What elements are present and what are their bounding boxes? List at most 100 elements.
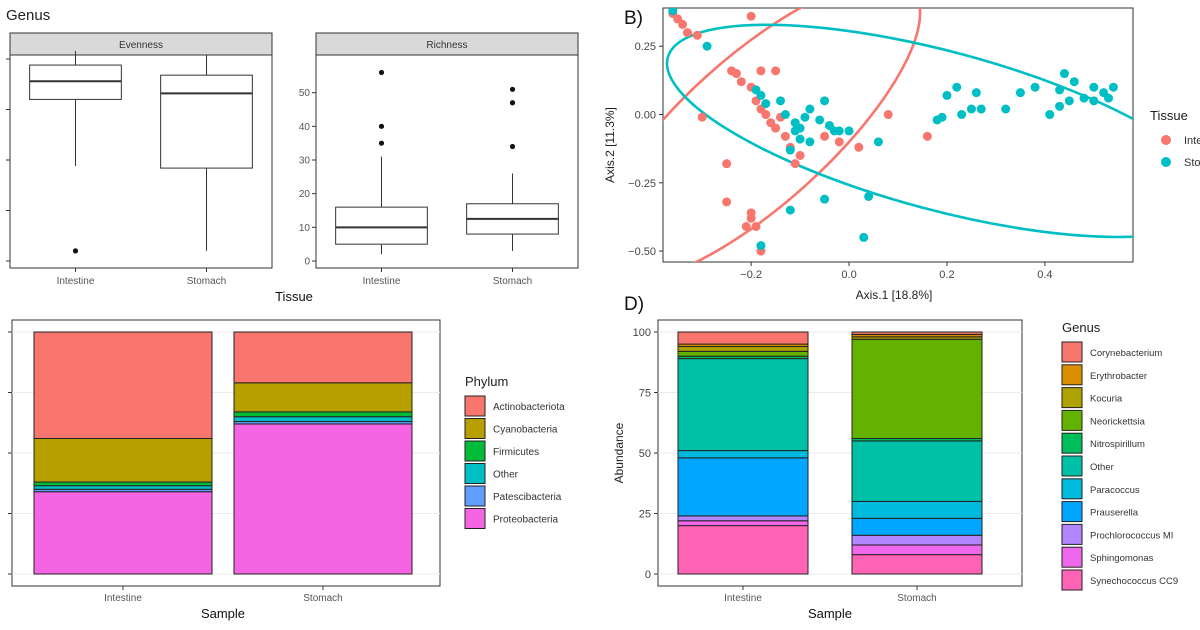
legend-title-tissue: Tissue <box>1150 108 1188 123</box>
bar-segment-actinobacteriota <box>33 331 213 439</box>
scatter-point-stomach <box>776 96 785 106</box>
chart-layer: Evenness Intestine Stomach Richness 0 10 20 30 4… <box>6 7 1200 621</box>
y-tick-label: 10 <box>299 223 311 234</box>
legend-key-actinobacteriota <box>464 395 486 417</box>
scatter-point-stomach <box>668 8 678 16</box>
legend-key-kocuria <box>1061 387 1083 409</box>
legend-label-intestine: Inte <box>1184 135 1200 147</box>
facet-title-richness: Richness <box>426 40 467 51</box>
box-outlier <box>509 143 516 150</box>
scatter-point-intestine <box>795 150 805 160</box>
scatter-point-stomach <box>780 110 790 120</box>
x-axis-title-boxplots: Tissue <box>275 289 313 304</box>
bar-segment-corynebacterium <box>851 331 983 335</box>
scatter-point-intestine <box>731 69 741 79</box>
legend-label-prauserella: Prauserella <box>1090 508 1139 519</box>
x-tick-label: Stomach <box>187 276 226 287</box>
scatter-point-stomach <box>942 90 952 100</box>
scatter-point-stomach <box>976 104 986 114</box>
scatter-point-stomach <box>971 88 981 98</box>
scatter-point-stomach <box>1064 96 1074 106</box>
scatter-point-stomach <box>785 205 795 215</box>
y-tick-label: 50 <box>299 88 311 99</box>
x-axis-title-genus: Sample <box>808 606 852 621</box>
scatter-point-intestine <box>780 131 790 141</box>
bar-segment-paracoccus <box>851 500 983 519</box>
y-tick-label: −0.50 <box>628 246 656 258</box>
scatter-point-stomach <box>1104 93 1114 103</box>
legend-key-other <box>464 463 486 484</box>
legend-label-synechococcus-cc9: Synechococcus CC9 <box>1090 576 1178 587</box>
legend-key-paracoccus <box>1061 478 1083 500</box>
bar-segment-other <box>677 358 809 452</box>
panel-letter-d: D) <box>624 294 644 315</box>
scatter-point-intestine <box>883 110 893 120</box>
bar-segment-cyanobacteria <box>233 382 413 413</box>
scatter-point-stomach <box>1089 96 1099 106</box>
scatter-point-stomach <box>952 82 962 92</box>
box-outlier <box>378 69 385 76</box>
confidence-ellipse-stomach <box>665 23 1133 239</box>
scatter-point-stomach <box>859 232 869 242</box>
legend-label-stomach: Sto <box>1184 157 1200 169</box>
y-tick-label: 25 <box>639 509 651 521</box>
bar-segment-synechococcus-cc9 <box>677 525 809 575</box>
scatter-point-stomach <box>800 112 810 122</box>
legend-key-corynebacterium <box>1061 341 1083 363</box>
y-tick-label: 0 <box>645 569 651 581</box>
legend-key-prochlorococcus-mi <box>1061 523 1083 545</box>
legend-key-sphingomonas <box>1061 546 1083 568</box>
legend-label-other: Other <box>1090 462 1114 473</box>
x-tick-label: Intestine <box>363 276 401 287</box>
scatter-point-stomach <box>820 96 830 106</box>
x-axis-title-phylum: Sample <box>201 606 245 621</box>
scatter-point-stomach <box>844 126 854 136</box>
bar-segment-proteobacteria <box>33 491 213 575</box>
bar-segment-proteobacteria <box>233 423 413 575</box>
x-tick-label: Stomach <box>897 593 936 604</box>
x-tick-label: Intestine <box>57 276 95 287</box>
bar-segment-other <box>851 440 983 502</box>
scatter-point-stomach <box>957 110 967 120</box>
scatter-point-stomach <box>1055 85 1065 95</box>
legend-label-paracoccus: Paracoccus <box>1090 485 1140 496</box>
bar-segment-synechococcus-cc9 <box>851 554 983 575</box>
scatter-point-stomach <box>864 191 874 201</box>
x-tick-label: 0.2 <box>939 269 954 281</box>
scatter-point-stomach <box>1015 88 1025 98</box>
scatter-point-intestine <box>697 112 707 122</box>
y-axis-title-genus: Abundance <box>612 422 626 483</box>
legend-label-kocuria: Kocuria <box>1090 394 1123 405</box>
legend-key-neorickettsia <box>1061 409 1083 431</box>
scatter-point-stomach <box>805 137 815 147</box>
y-tick-label: 0 <box>304 257 310 268</box>
y-tick-label: 0.25 <box>635 41 656 53</box>
scatter-point-stomach <box>756 241 766 251</box>
scatter-point-stomach <box>834 126 844 136</box>
scatter-point-stomach <box>873 137 883 147</box>
x-tick-label: Intestine <box>104 593 142 604</box>
legend-label-firmicutes: Firmicutes <box>493 447 539 458</box>
y-tick-label: 100 <box>633 327 651 339</box>
box-outlier <box>378 140 385 146</box>
legend-label-erythrobacter: Erythrobacter <box>1090 371 1147 382</box>
legend-key-intestine <box>1161 135 1171 145</box>
scatter-point-intestine <box>922 131 932 141</box>
scatter-point-stomach <box>805 104 815 114</box>
bar-segment-kocuria <box>677 346 809 352</box>
legend-title-genus: Genus <box>1062 320 1101 335</box>
scatter-point-intestine <box>751 221 761 231</box>
scatter-point-stomach <box>761 99 771 109</box>
scatter-point-stomach <box>1030 82 1040 92</box>
y-axis-title-ordination: Axis.2 [11.3%] <box>603 107 617 183</box>
scatter-point-intestine <box>820 131 830 141</box>
scatter-point-intestine <box>692 30 702 40</box>
x-tick-label: −0.2 <box>740 269 762 281</box>
scatter-point-stomach <box>815 115 825 125</box>
scatter-plot-area <box>663 8 1133 262</box>
x-tick-label: Stomach <box>493 276 532 287</box>
bar-segment-sphingomonas <box>677 520 809 527</box>
legend-label-patescibacteria: Patescibacteria <box>493 492 562 503</box>
scatter-point-stomach <box>1059 69 1069 79</box>
